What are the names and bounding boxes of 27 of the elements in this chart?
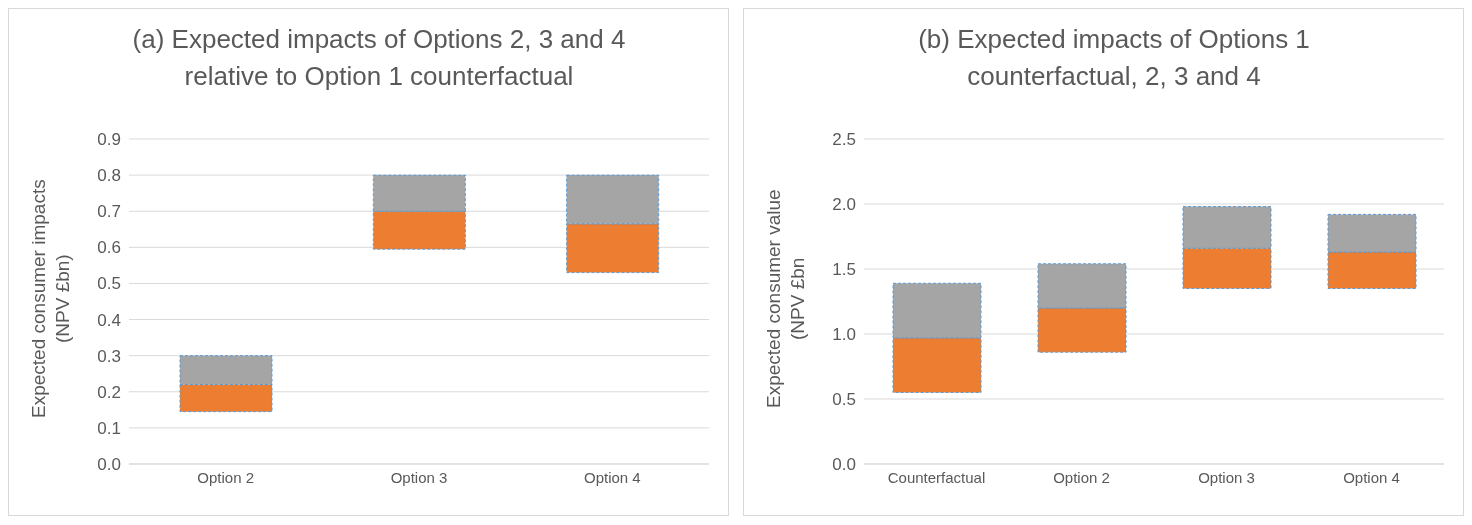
x-tick-label: Option 3 <box>1198 468 1255 486</box>
y-axis-title: Expected consumer impacts (NPV £bn) <box>27 178 74 421</box>
y-tick-label: 0.6 <box>97 238 121 258</box>
y-tick-label: 0.2 <box>97 382 121 402</box>
y-tick-label: 0.1 <box>97 418 121 438</box>
y-tick-label: 0.4 <box>97 310 121 330</box>
y-tick-label: 0.5 <box>832 390 856 410</box>
y-tick-label: 0.0 <box>832 455 856 475</box>
chart-title: (a) Expected impacts of Options 2, 3 and 4 relative to Option 1 counterfactual <box>131 23 627 93</box>
y-tick-label: 1.5 <box>832 260 856 280</box>
y-tick-label: 2.5 <box>832 130 856 150</box>
y-tick-label: 0.3 <box>97 346 121 366</box>
y-tick-label: 0.0 <box>97 455 121 475</box>
y-tick-label: 0.7 <box>97 202 121 222</box>
y-tick-label: 1.0 <box>832 325 856 345</box>
y-tick-label: 2.0 <box>832 195 856 215</box>
x-tick-label: Counterfactual <box>887 468 986 486</box>
x-tick-label: Option 3 <box>390 468 448 486</box>
x-tick-label: Option 4 <box>583 468 641 486</box>
x-tick-label: Option 2 <box>197 468 255 486</box>
y-tick-label: 0.8 <box>97 166 121 186</box>
y-axis-title: Expected consumer value (NPV £bn <box>762 188 809 411</box>
chart-title: (b) Expected impacts of Options 1 counterfactual, 2, 3 and 4 <box>917 23 1311 93</box>
y-tick-label: 0.9 <box>97 130 121 150</box>
x-tick-label: Option 4 <box>1343 468 1400 486</box>
y-tick-label: 0.5 <box>97 274 121 294</box>
x-tick-label: Option 2 <box>1053 468 1110 486</box>
